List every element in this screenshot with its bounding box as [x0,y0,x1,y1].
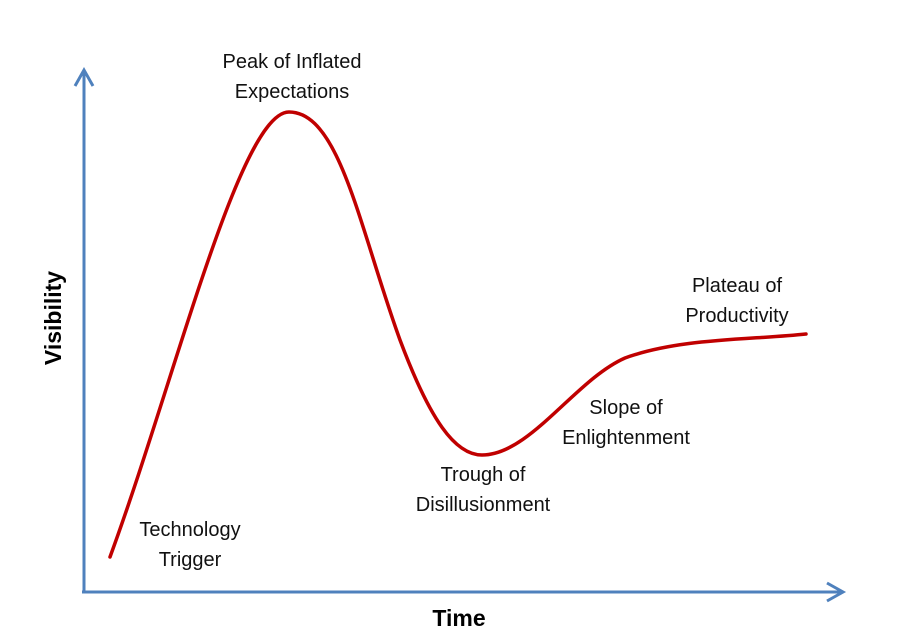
phase-label-line2: Productivity [685,305,788,327]
phase-label-line1: Trough of [441,464,526,486]
x-axis-title: Time [432,605,485,631]
phase-label-line2: Expectations [235,81,350,103]
phase-label-line2: Enlightenment [562,427,690,449]
phase-peak-of-inflated-expectations: Peak of Inflated Expectations [223,51,362,103]
phase-label-line1: Technology [139,519,240,541]
phase-label-line1: Peak of Inflated [223,51,362,73]
phase-slope-of-enlightenment: Slope of Enlightenment [562,397,690,449]
phase-plateau-of-productivity: Plateau of Productivity [685,275,788,327]
hype-cycle-curve [108,110,808,559]
phase-label-line2: Disillusionment [416,494,551,516]
y-axis-title: Visibility [40,271,66,365]
y-axis-arrowhead [73,66,95,87]
x-axis [82,581,847,603]
phase-technology-trigger: Technology Trigger [139,519,240,571]
phase-label-line2: Trigger [159,549,222,571]
phase-trough-of-disillusionment: Trough of Disillusionment [416,464,551,516]
phase-label-line1: Plateau of [692,275,783,297]
x-axis-arrowhead [826,581,847,603]
y-axis [73,66,95,592]
phase-label-line1: Slope of [589,397,663,419]
